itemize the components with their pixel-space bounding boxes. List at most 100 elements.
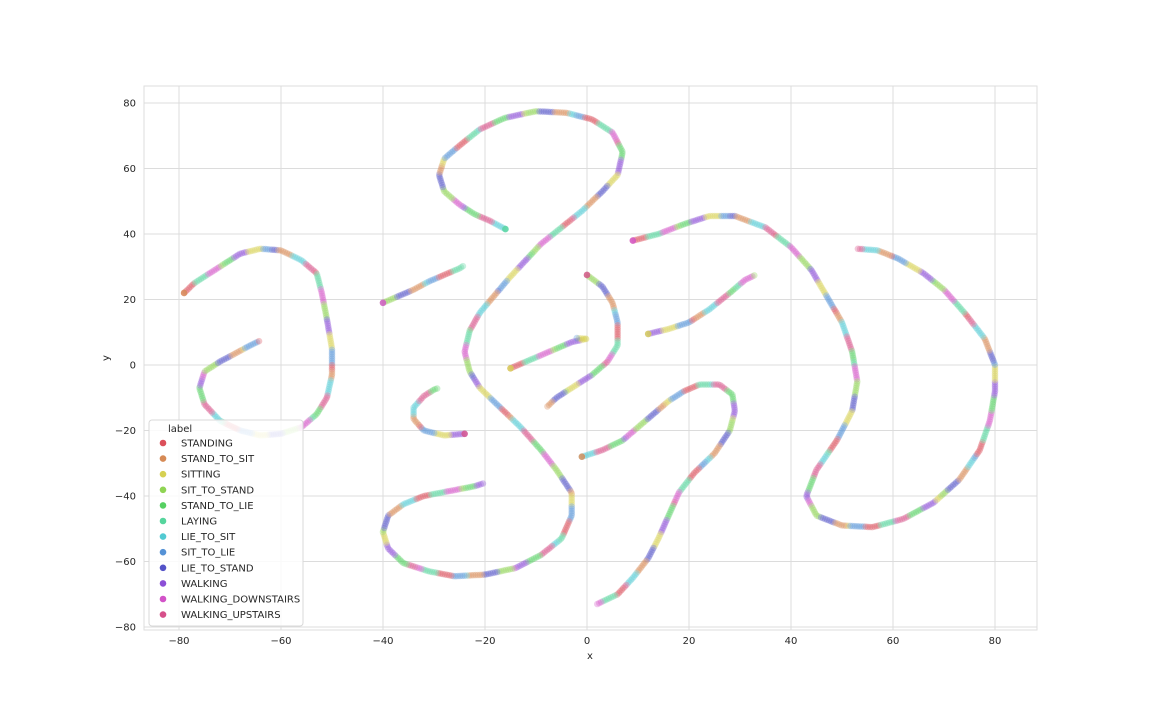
data-point (798, 255, 806, 263)
data-point (643, 556, 651, 563)
data-point (968, 458, 976, 465)
data-point (910, 264, 917, 271)
data-point (636, 235, 643, 243)
data-point (690, 315, 698, 323)
data-point (327, 377, 335, 384)
data-point (391, 551, 399, 559)
data-point (669, 394, 677, 402)
data-point (462, 484, 470, 492)
data-point (327, 335, 334, 343)
legend-label: STANDING (181, 439, 233, 450)
data-point (543, 454, 550, 461)
data-point (701, 381, 709, 388)
y-tick-label: 80 (123, 99, 136, 110)
data-point (860, 523, 867, 530)
data-point (585, 201, 592, 208)
data-point (984, 422, 992, 429)
data-point (543, 546, 551, 554)
data-point (321, 305, 329, 312)
data-point (315, 279, 323, 287)
data-point (727, 389, 735, 397)
data-point (806, 483, 814, 490)
data-point (826, 517, 833, 524)
data-point (436, 173, 443, 180)
data-point (415, 494, 423, 502)
data-point (489, 294, 496, 302)
data-point (745, 218, 753, 225)
data-point (814, 464, 821, 472)
data-point (679, 388, 686, 396)
data-point (696, 312, 703, 319)
data-point (832, 519, 839, 527)
data-point (687, 385, 694, 392)
data-point (967, 459, 974, 467)
data-point (513, 362, 520, 370)
data-point (471, 376, 479, 384)
data-point (411, 496, 418, 504)
x-tick-label: 0 (584, 636, 590, 647)
data-point (978, 331, 985, 339)
data-point (923, 272, 930, 279)
data-point (831, 439, 839, 447)
data-point (554, 226, 562, 234)
data-point (451, 486, 459, 494)
data-point (490, 219, 498, 227)
data-point (573, 211, 581, 219)
data-point (305, 263, 313, 271)
data-point (562, 526, 569, 533)
data-point (600, 285, 608, 293)
data-point (436, 489, 444, 497)
data-point (603, 182, 611, 190)
data-point (567, 514, 575, 521)
data-point (560, 109, 567, 116)
data-point (413, 418, 420, 426)
data-point (437, 431, 444, 438)
data-point (733, 213, 740, 220)
data-point (230, 254, 238, 261)
data-point (593, 367, 601, 374)
data-point (495, 402, 503, 410)
data-point (749, 219, 757, 227)
data-point (570, 338, 577, 346)
data-point (576, 337, 583, 344)
data-point (442, 189, 450, 196)
data-point (279, 248, 287, 255)
data-point (828, 518, 835, 525)
data-point (610, 347, 618, 355)
data-point (255, 245, 263, 253)
data-point (776, 234, 783, 242)
data-point (249, 340, 257, 348)
data-point (436, 175, 444, 182)
data-point (536, 242, 543, 249)
data-point (852, 371, 860, 379)
data-point (637, 564, 644, 572)
data-point (670, 500, 678, 508)
data-point (457, 202, 465, 209)
data-point (199, 274, 206, 282)
data-point (781, 238, 788, 246)
data-point (853, 376, 861, 383)
data-point (503, 410, 510, 417)
data-point (896, 516, 904, 524)
data-point (669, 225, 677, 232)
data-point (466, 329, 473, 336)
data-point (931, 279, 939, 286)
data-point (678, 485, 686, 492)
data-point (461, 572, 468, 579)
data-point (524, 558, 532, 565)
data-point (719, 295, 726, 303)
legend-marker (159, 486, 167, 494)
data-point (843, 418, 850, 425)
data-point (448, 431, 455, 439)
data-point (535, 352, 543, 360)
data-point (982, 430, 989, 438)
data-point (437, 166, 444, 174)
data-point (658, 528, 665, 536)
data-point (795, 252, 803, 260)
data-point (578, 207, 586, 215)
data-point (320, 301, 328, 308)
data-point (617, 438, 624, 445)
data-point (474, 313, 481, 321)
data-point (847, 410, 854, 418)
data-point (898, 515, 906, 523)
